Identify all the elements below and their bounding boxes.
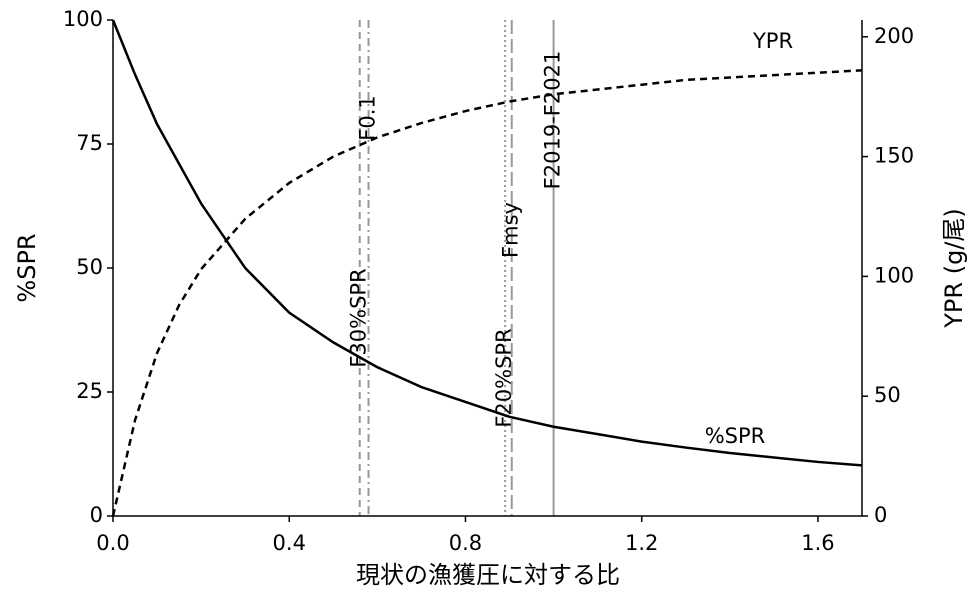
y2-tick-label: 50 (874, 383, 901, 407)
reference-label: F0.1 (356, 95, 380, 140)
x-axis-title: 現状の漁獲圧に対する比 (356, 561, 620, 589)
y2-tick-label: 150 (874, 144, 914, 168)
y-tick-label: 0 (90, 503, 103, 527)
y-tick-label: 50 (76, 255, 103, 279)
y2-tick-label: 100 (874, 263, 914, 287)
y-tick-label: 100 (63, 7, 103, 31)
x-tick-label: 1.6 (801, 531, 834, 555)
x-tick-label: 0.8 (449, 531, 482, 555)
y2-axis-title: YPR (g/尾) (940, 208, 968, 328)
reference-label: F2019-F2021 (541, 51, 565, 190)
x-tick-label: 1.2 (625, 531, 658, 555)
y-tick-label: 25 (76, 379, 103, 403)
y-axis-title: %SPR (13, 233, 41, 302)
x-tick-label: 0.0 (96, 531, 129, 555)
series-label: YPR (752, 29, 793, 53)
x-tick-label: 0.4 (273, 531, 306, 555)
y2-tick-label: 200 (874, 24, 914, 48)
curve (111, 69, 863, 517)
y-tick-label: 75 (76, 131, 103, 155)
series-label: %SPR (705, 424, 766, 448)
curve (111, 19, 863, 467)
y2-tick-label: 0 (874, 503, 887, 527)
reference-label: Fmsy (499, 202, 523, 258)
